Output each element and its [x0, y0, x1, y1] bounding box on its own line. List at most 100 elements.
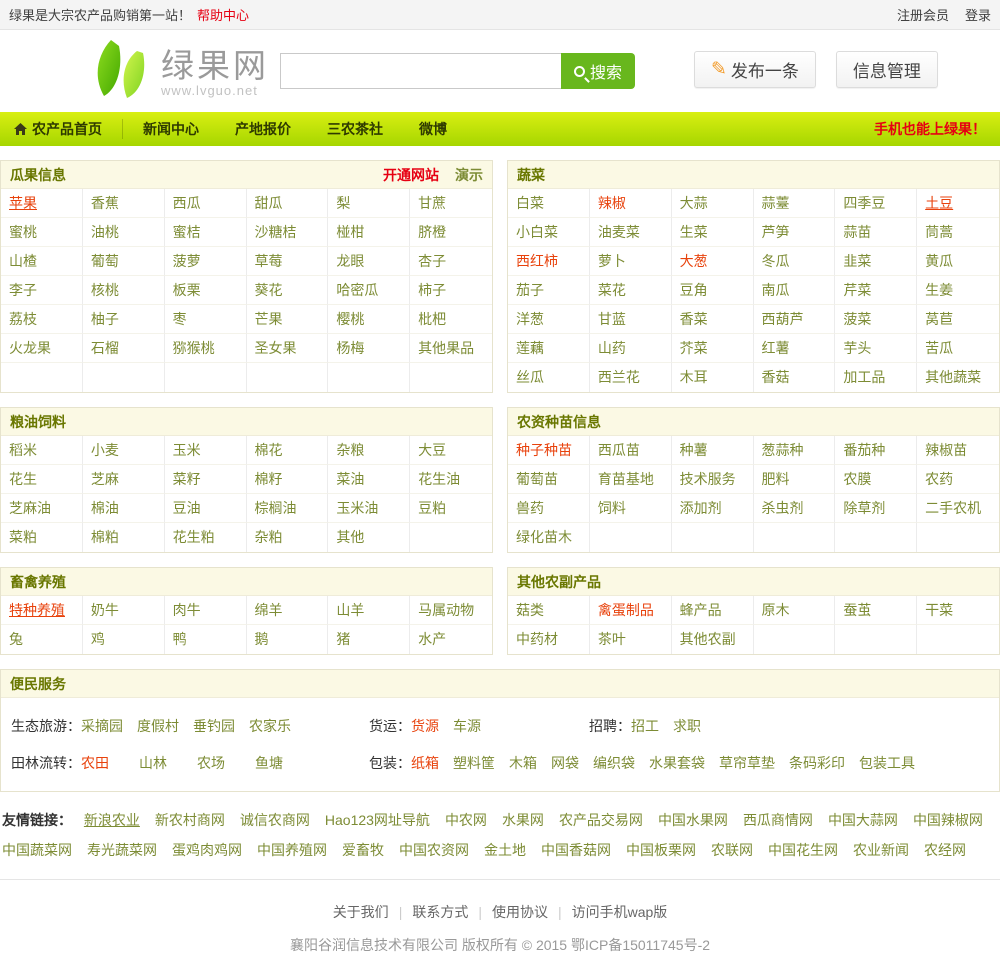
category-link[interactable]: 猪 [328, 625, 411, 654]
category-link[interactable]: 李子 [1, 276, 83, 305]
category-link[interactable]: 中药材 [508, 625, 590, 654]
category-link[interactable]: 荔枝 [1, 305, 83, 334]
category-link[interactable]: 其他果品 [410, 334, 492, 363]
friend-link-0[interactable]: 新浪农业 [83, 812, 140, 828]
category-link[interactable]: 其他 [328, 523, 411, 552]
nav-item-4[interactable]: 微博 [419, 119, 447, 139]
category-link[interactable]: 菠菜 [835, 305, 918, 334]
category-link[interactable]: 鸡 [83, 625, 165, 654]
category-link[interactable]: 洋葱 [508, 305, 590, 334]
section-header-link-1[interactable]: 演示 [455, 166, 483, 183]
info-manage-button[interactable]: 信息管理 [835, 51, 938, 88]
category-link[interactable]: 干菜 [917, 596, 999, 625]
category-link[interactable]: 鸭 [165, 625, 247, 654]
category-link[interactable]: 石榴 [82, 334, 165, 363]
category-link[interactable]: 棕榈油 [246, 494, 329, 523]
service-link-1[interactable]: 车源 [453, 717, 481, 734]
category-link[interactable]: 土豆 [917, 189, 999, 218]
category-link[interactable]: 芦笋 [753, 218, 836, 247]
footer-link-0[interactable]: 关于我们 [332, 904, 389, 920]
category-link[interactable]: 马属动物 [410, 596, 492, 625]
category-link[interactable]: 柿子 [410, 276, 492, 305]
category-link[interactable]: 南瓜 [753, 276, 836, 305]
category-link[interactable]: 山药 [589, 334, 672, 363]
category-link[interactable]: 甘蔗 [410, 189, 492, 218]
category-link[interactable]: 四季豆 [835, 189, 918, 218]
category-link[interactable]: 育苗基地 [589, 465, 672, 494]
category-link[interactable]: 花生 [1, 465, 83, 494]
category-link[interactable]: 特种养殖 [1, 596, 83, 625]
category-link[interactable]: 豆角 [671, 276, 754, 305]
search-button[interactable]: 搜索 [561, 53, 635, 89]
service-link-1[interactable]: 塑料筐 [453, 754, 495, 771]
category-link[interactable]: 豆粕 [410, 494, 492, 523]
category-link[interactable]: 棉籽 [246, 465, 329, 494]
category-link[interactable]: 玉米油 [328, 494, 411, 523]
category-link[interactable]: 生姜 [917, 276, 999, 305]
category-link[interactable]: 花生粕 [165, 523, 247, 552]
category-link[interactable]: 棉粕 [83, 523, 165, 552]
category-link[interactable]: 茄子 [508, 276, 590, 305]
service-link-0[interactable]: 纸箱 [411, 754, 439, 771]
category-link[interactable]: 萝卜 [589, 247, 672, 276]
friend-link-14[interactable]: 中国养殖网 [257, 842, 327, 858]
footer-link-1[interactable]: 联系方式 [412, 904, 469, 920]
category-link[interactable]: 西瓜 [164, 189, 247, 218]
category-link[interactable]: 木耳 [672, 363, 754, 392]
category-link[interactable]: 饲料 [589, 494, 672, 523]
service-link-3[interactable]: 鱼塘 [255, 754, 283, 771]
friend-link-13[interactable]: 蛋鸡肉鸡网 [172, 842, 242, 858]
service-link-2[interactable]: 垂钓园 [193, 717, 235, 734]
service-link-2[interactable]: 木箱 [509, 754, 537, 771]
category-link[interactable]: 哈密瓜 [328, 276, 411, 305]
category-link[interactable]: 樱桃 [328, 305, 411, 334]
category-link[interactable]: 大葱 [671, 247, 754, 276]
nav-item-3[interactable]: 三农茶社 [327, 119, 383, 139]
category-link[interactable]: 葵花 [246, 276, 329, 305]
category-link[interactable]: 其他蔬菜 [925, 369, 982, 385]
category-link[interactable]: 棉油 [82, 494, 165, 523]
category-link[interactable]: 脐橙 [410, 218, 492, 247]
friend-link-23[interactable]: 农经网 [924, 842, 966, 858]
category-link[interactable]: 加工品 [835, 363, 918, 392]
category-link[interactable]: 蒜苗 [835, 218, 918, 247]
friend-link-22[interactable]: 农业新闻 [853, 842, 909, 858]
category-link[interactable]: 韭菜 [835, 247, 918, 276]
friend-link-5[interactable]: 水果网 [501, 812, 544, 828]
category-link[interactable]: 板栗 [164, 276, 247, 305]
friend-link-12[interactable]: 寿光蔬菜网 [87, 842, 157, 858]
friend-link-16[interactable]: 中国农资网 [399, 842, 469, 858]
category-link[interactable]: 冬瓜 [753, 247, 836, 276]
category-link[interactable]: 杂粮 [328, 436, 411, 465]
nav-item-2[interactable]: 产地报价 [235, 119, 291, 139]
category-link[interactable]: 杂粕 [247, 523, 329, 552]
publish-button[interactable]: ✎ 发布一条 [694, 51, 816, 88]
service-link-7[interactable]: 条码彩印 [789, 754, 845, 771]
service-link-4[interactable]: 编织袋 [593, 754, 635, 771]
category-link[interactable]: 原木 [753, 596, 836, 625]
friend-link-11[interactable]: 中国蔬菜网 [2, 842, 72, 858]
category-link[interactable]: 菜花 [589, 276, 672, 305]
category-link[interactable]: 芥菜 [671, 334, 754, 363]
category-link[interactable]: 玉米 [164, 436, 247, 465]
category-link[interactable]: 香蕉 [82, 189, 165, 218]
category-link[interactable]: 大豆 [410, 436, 492, 465]
category-link[interactable]: 苦瓜 [917, 334, 999, 363]
category-link[interactable]: 核桃 [82, 276, 165, 305]
category-link[interactable]: 枇杷 [410, 305, 492, 334]
friend-link-3[interactable]: Hao123网址导航 [324, 812, 430, 828]
category-link[interactable]: 西瓜苗 [589, 436, 672, 465]
category-link[interactable]: 山羊 [328, 596, 411, 625]
service-link-3[interactable]: 网袋 [551, 754, 579, 771]
category-link[interactable]: 技术服务 [671, 465, 754, 494]
category-link[interactable]: 黄瓜 [917, 247, 999, 276]
service-link-0[interactable]: 采摘园 [81, 717, 123, 734]
category-link[interactable]: 肉牛 [164, 596, 247, 625]
category-link[interactable]: 莲藕 [508, 334, 590, 363]
category-link[interactable]: 菇类 [508, 596, 590, 625]
friend-link-1[interactable]: 新农村商网 [154, 812, 225, 828]
category-link[interactable]: 兽药 [508, 494, 590, 523]
category-link[interactable]: 杏子 [410, 247, 492, 276]
nav-item-1[interactable]: 新闻中心 [143, 119, 199, 139]
mobile-notice-link[interactable]: 手机也能上绿果！ [874, 121, 986, 137]
